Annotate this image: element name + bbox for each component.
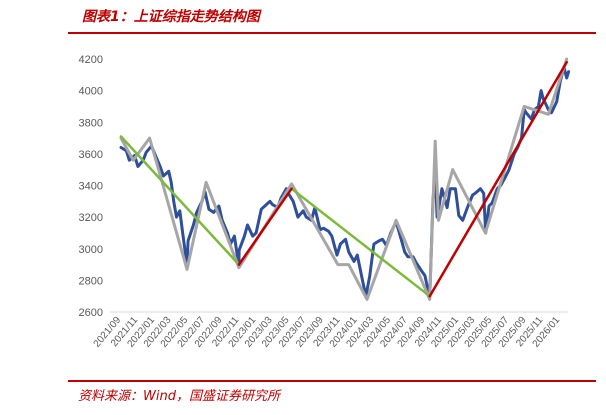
- down-trend-line: [119, 135, 241, 266]
- y-tick-label: 3000: [79, 244, 103, 256]
- y-tick-label: 4000: [79, 86, 103, 98]
- y-tick-label: 3600: [79, 149, 103, 161]
- down-trend-line: [290, 187, 431, 298]
- source-note: 资料来源：Wind，国盛证券研究所: [78, 389, 280, 404]
- y-tick-label: 3800: [79, 117, 103, 129]
- top-rule: [68, 32, 596, 34]
- up-trend-line: [237, 187, 293, 266]
- up-trend-line: [428, 60, 568, 298]
- y-tick-label: 2800: [79, 275, 103, 287]
- y-tick-label: 2600: [79, 307, 103, 319]
- structure-line: [119, 57, 569, 301]
- figure-title: 图表1：上证综指走势结构图: [82, 9, 260, 25]
- series-layer: [119, 57, 571, 301]
- y-tick-label: 3400: [79, 181, 103, 193]
- y-tick-label: 4200: [79, 54, 103, 66]
- y-tick-label: 3200: [79, 212, 103, 224]
- bottom-rule: [68, 380, 596, 382]
